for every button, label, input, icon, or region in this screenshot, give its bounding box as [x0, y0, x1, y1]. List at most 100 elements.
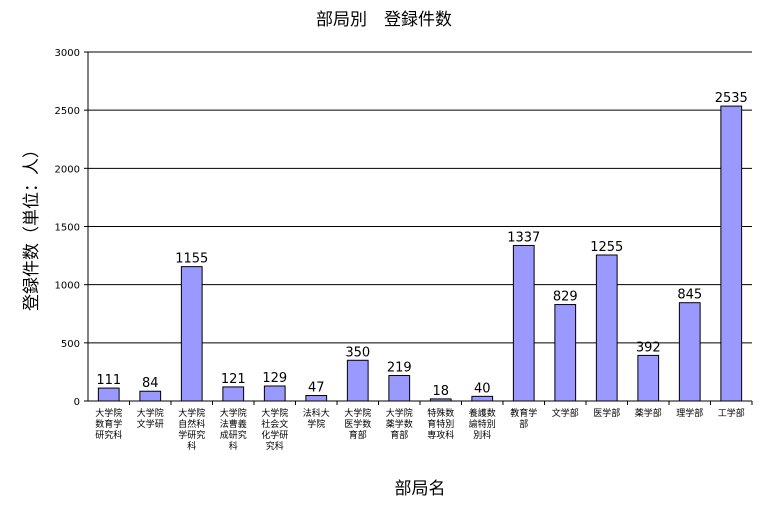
y-tick-label: 2000 [55, 164, 80, 175]
category-label: 教育学部 [510, 407, 537, 430]
category-label-line: 科 [229, 440, 238, 452]
data-label: 129 [262, 371, 287, 386]
data-label: 40 [474, 381, 491, 396]
x-axis-label: 部局名 [395, 479, 446, 499]
category-label-line: 育部 [390, 429, 408, 441]
category-label-line: 理学部 [676, 407, 703, 419]
category-label: 薬学部 [635, 407, 662, 419]
category-label: 医学部 [593, 407, 620, 419]
bar [388, 375, 411, 402]
category-label-line: 自然科 [178, 418, 205, 430]
bar [263, 385, 286, 402]
data-label: 1255 [590, 240, 623, 255]
y-tick-label: 500 [61, 339, 80, 350]
category-label-line: 数育学 [95, 418, 122, 430]
y-tick-label: 3000 [55, 48, 80, 59]
bars [97, 105, 743, 402]
category-label-line: 教育学 [510, 407, 537, 419]
bar [512, 244, 535, 402]
y-tick-label: 1000 [55, 281, 80, 292]
category-label: 理学部 [676, 407, 703, 419]
category-label-line: 大学院 [386, 407, 413, 419]
category-label: 大学院自然科学研究科 [178, 407, 205, 452]
category-label-line: 諭特別 [469, 418, 496, 430]
bar [471, 395, 494, 402]
category-label-line: 薬学数 [386, 418, 413, 430]
bar [97, 387, 120, 402]
category-label-line: 文学部 [552, 407, 579, 419]
y-tick-label: 1500 [55, 223, 80, 234]
category-label-line: 大学院 [137, 407, 164, 419]
y-tick-labels: 0 500 1000 1500 2000 2500 3000 [55, 48, 80, 408]
category-label-line: 大学院 [95, 407, 122, 419]
category-label-line: 究科 [266, 440, 284, 452]
data-label: 111 [96, 373, 121, 388]
bar [595, 254, 618, 402]
bar [720, 105, 743, 402]
data-label: 1337 [507, 230, 540, 245]
category-label: 特殊数育特別専攻科 [427, 407, 454, 441]
category-label-line: 大学院 [178, 407, 205, 419]
bar [180, 266, 203, 402]
category-label: 工学部 [718, 407, 745, 419]
category-label: 大学院薬学数育部 [386, 407, 413, 441]
category-label-line: 専攻科 [427, 429, 454, 441]
category-labels: 大学院数育学研究科大学院文学研大学院自然科学研究科大学院法曹義成研究科大学院社会… [95, 401, 753, 452]
data-label: 219 [387, 361, 412, 376]
y-tick-label: 2500 [55, 106, 80, 117]
category-label-line: 別科 [473, 429, 491, 441]
y-tick-label: 0 [74, 397, 80, 408]
bar [678, 302, 701, 402]
bar [346, 359, 369, 402]
data-label: 121 [221, 372, 246, 387]
data-label: 47 [308, 381, 325, 396]
data-labels: 111 84 1155 121 129 47 350 219 18 40 1337 829 1255 39… [96, 91, 747, 399]
category-label: 大学院医学数育部 [344, 407, 371, 441]
category-label: 文学部 [552, 407, 579, 419]
bar [222, 386, 245, 402]
category-label: 養護数諭特別別科 [469, 407, 496, 441]
category-label-line: 大学院 [261, 407, 288, 419]
category-label-line: 学院 [307, 418, 325, 430]
data-label: 84 [142, 376, 159, 391]
category-label: 大学院文学研 [137, 407, 164, 430]
category-label: 大学院数育学研究科 [95, 407, 122, 441]
y-axis-label: 登録件数（単位：人） [22, 141, 42, 311]
category-label: 法科大学院 [303, 407, 330, 430]
data-label: 829 [553, 290, 578, 305]
category-label: 大学院法曹義成研究科 [220, 407, 247, 452]
data-label: 845 [677, 288, 702, 303]
category-label-line: 文学研 [137, 418, 164, 430]
category-label: 大学院社会文化学研究科 [261, 407, 288, 452]
data-label: 350 [345, 345, 370, 360]
category-label-line: 医学数 [344, 418, 371, 430]
category-label-line: 社会文 [261, 418, 288, 430]
category-label-line: 大学院 [344, 407, 371, 419]
data-label: 18 [432, 384, 449, 399]
category-label-line: 法科大 [303, 407, 330, 419]
category-label-line: 工学部 [718, 407, 745, 419]
bar [139, 390, 162, 402]
bar [554, 304, 577, 402]
category-label-line: 研究科 [95, 429, 122, 441]
category-label-line: 成研究 [220, 429, 247, 441]
data-label: 392 [636, 340, 661, 355]
category-label-line: 部 [519, 418, 528, 430]
data-label: 2535 [715, 91, 748, 106]
bar [305, 395, 328, 402]
category-label-line: 養護数 [469, 407, 496, 419]
category-label-line: 育特別 [427, 418, 454, 430]
category-label-line: 大学院 [220, 407, 247, 419]
category-label-line: 育部 [349, 429, 367, 441]
category-label-line: 科 [187, 440, 196, 452]
category-label-line: 学研究 [178, 429, 205, 441]
bar [637, 354, 660, 402]
chart-title: 部局別 登録件数 [316, 10, 452, 30]
category-label-line: 化学研 [261, 429, 288, 441]
category-label-line: 法曹義 [220, 418, 247, 430]
data-label: 1155 [175, 252, 208, 267]
category-label-line: 薬学部 [635, 407, 662, 419]
category-label-line: 特殊数 [427, 407, 454, 419]
category-label-line: 医学部 [593, 407, 620, 419]
